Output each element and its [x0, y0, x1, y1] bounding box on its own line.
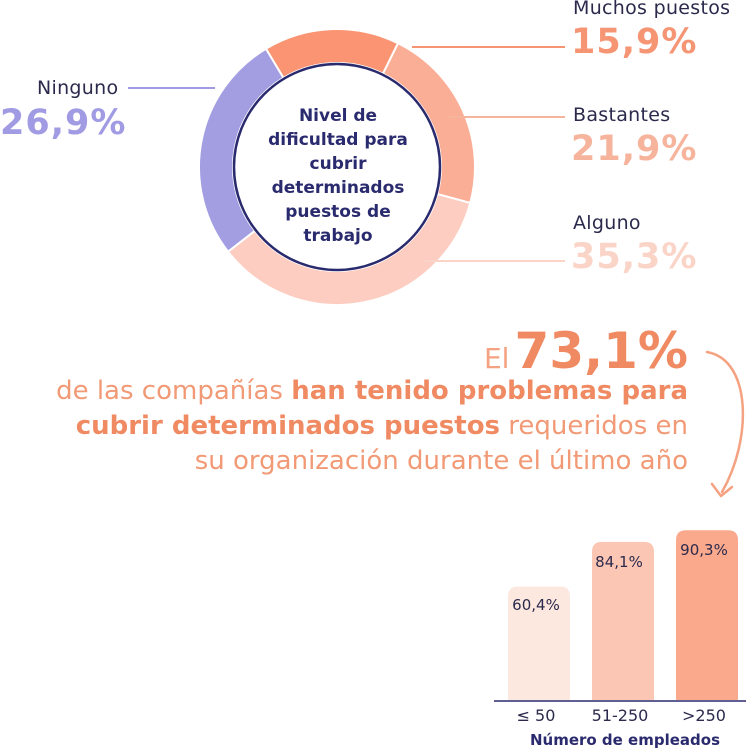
bar-value-label: 90,3%: [680, 541, 728, 559]
headline-prefix: El: [483, 342, 510, 375]
legend-label-muchos-puestos: Muchos puestos: [573, 0, 731, 19]
bar-3: [676, 530, 738, 700]
x-tick-label: >250: [682, 706, 726, 725]
legend-label-alguno: Alguno: [573, 212, 641, 234]
legend-value-ninguno: 26,9%: [0, 103, 127, 143]
legend-value-bastantes: 21,9%: [571, 129, 698, 169]
legend-value-alguno: 35,3%: [571, 237, 698, 277]
x-tick-label: ≤ 50: [516, 706, 556, 725]
bar-value-label: 60,4%: [512, 596, 560, 614]
legend-label-bastantes: Bastantes: [573, 104, 671, 126]
headline-value: 73,1%: [514, 322, 688, 380]
legend-value-muchos-puestos: 15,9%: [571, 22, 698, 62]
headline-line-3: su organización durante el último año: [194, 446, 688, 476]
headline-line-2: cubrir determinados puestos requeridos e…: [0, 411, 688, 441]
donut-center-title: Nivel de dificultad para cubrir determin…: [268, 106, 408, 246]
bar-1: [508, 586, 570, 700]
legend-label-ninguno: Ninguno: [37, 77, 119, 99]
headline-line-1-plain: de las compañías: [56, 376, 292, 406]
donut-center-ring: [232, 62, 442, 272]
headline-line-1-bold: han tenido problemas para: [291, 376, 688, 406]
headline-line-1: de las compañías han tenido problemas pa…: [0, 376, 688, 406]
bar-2: [592, 541, 654, 700]
headline-stat: El 73,1%: [484, 322, 688, 380]
x-tick-label: 51-250: [591, 706, 649, 725]
headline-line-2-bold: cubrir determinados puestos: [75, 411, 501, 441]
headline-line-2-plain: requeridos en: [500, 411, 688, 441]
x-axis-title: Número de empleados: [529, 731, 721, 749]
donut-chart: [128, 28, 565, 306]
bar-value-label: 84,1%: [595, 553, 643, 571]
